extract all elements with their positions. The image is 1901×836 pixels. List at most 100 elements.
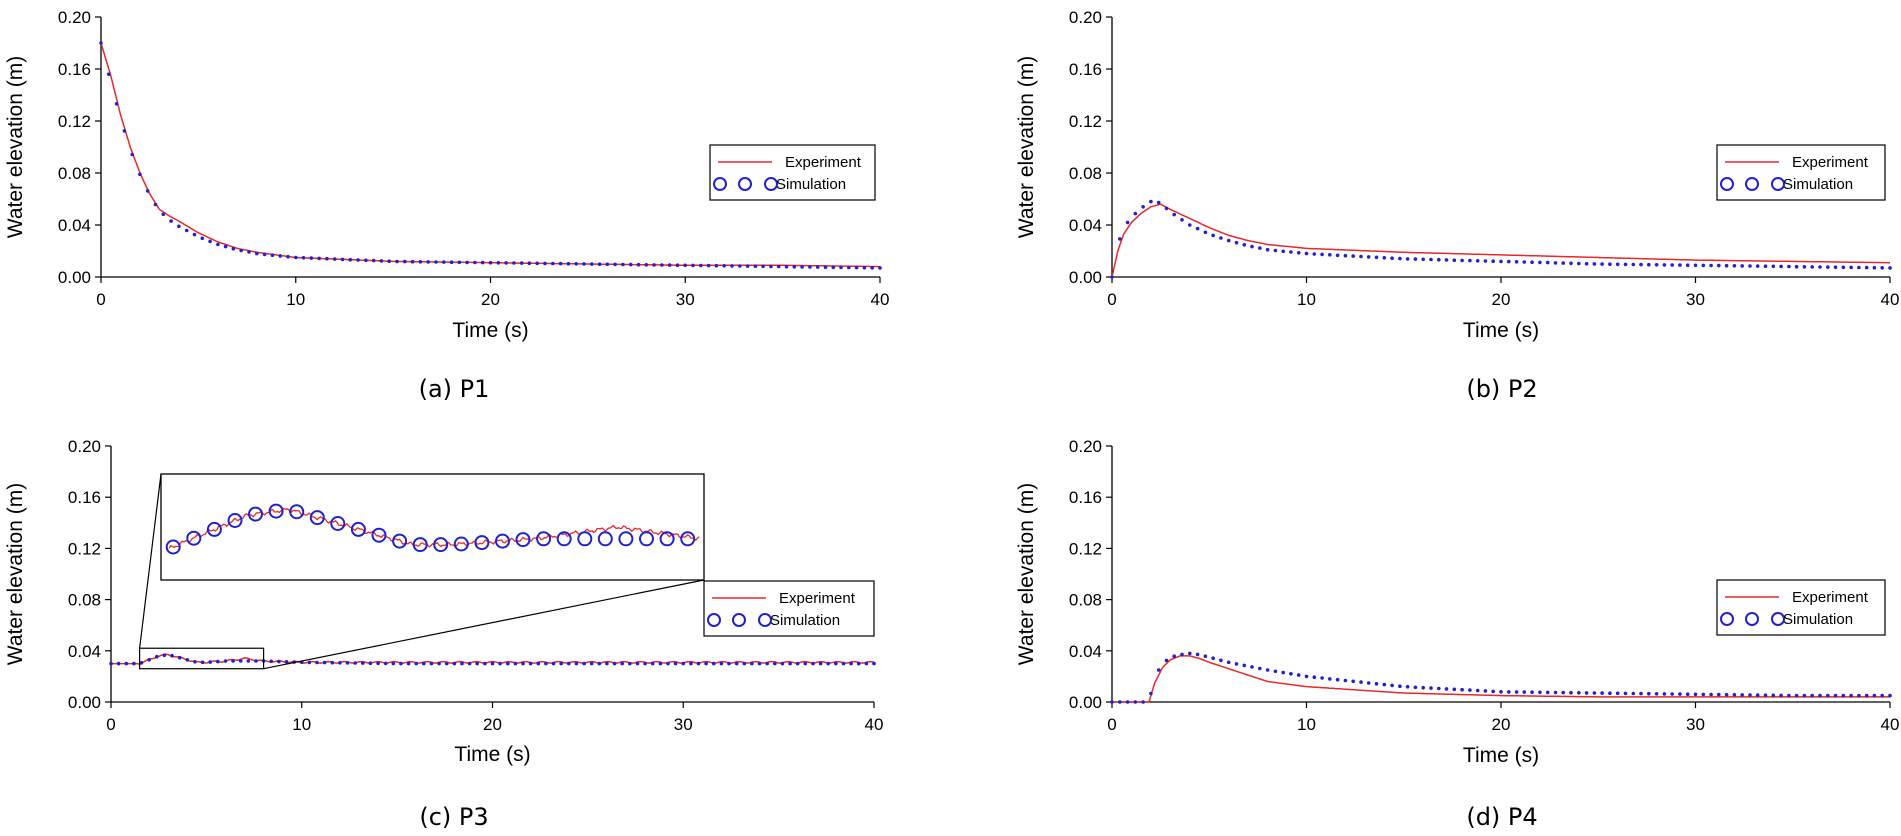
simulation-point <box>437 661 441 666</box>
simulation-point <box>449 260 454 265</box>
simulation-point <box>294 255 298 260</box>
simulation-point <box>1483 689 1488 693</box>
simulation-point <box>1328 677 1332 681</box>
inset-simulation-point <box>474 535 490 551</box>
simulation-markers <box>109 653 876 666</box>
x-tick-label: 30 <box>1686 290 1705 309</box>
simulation-point <box>803 661 808 666</box>
x-tick-label: 40 <box>865 715 884 734</box>
simulation-point <box>1382 255 1387 260</box>
simulation-point <box>238 659 243 663</box>
simulation-point <box>635 661 640 666</box>
simulation-point <box>1328 253 1332 257</box>
panel-2: 0.00 0.04 0.08 0.12 0.16 0.20 0 10 20 30 40 Time (s… <box>1015 8 1899 403</box>
simulation-point <box>1281 670 1285 675</box>
simulation-point <box>1141 700 1145 704</box>
simulation-point <box>376 661 380 666</box>
legend-experiment-label: Experiment <box>1792 154 1869 171</box>
inset-simulation-point <box>206 521 222 537</box>
simulation-point <box>1444 687 1449 691</box>
simulation-point <box>757 661 762 666</box>
simulation-point <box>1818 693 1822 698</box>
simulation-point <box>811 661 815 666</box>
simulation-point <box>345 661 350 665</box>
simulation-point <box>1779 264 1783 269</box>
simulation-point <box>1608 691 1612 695</box>
simulation-point <box>1468 258 1472 263</box>
panel-caption: (d) P4 <box>1466 803 1537 831</box>
inset-simulation-point <box>515 532 531 548</box>
simulation-point <box>361 661 365 665</box>
simulation-point <box>878 266 882 270</box>
simulation-point <box>1717 692 1721 697</box>
simulation-point <box>1740 264 1744 268</box>
simulation-point <box>223 659 228 663</box>
simulation-point <box>1491 259 1495 264</box>
legend-simulation-swatch <box>707 613 721 627</box>
panel-1: 0.00 0.04 0.08 0.12 0.16 0.20 0 10 20 30 40 Time (s… <box>4 8 889 403</box>
simulation-point <box>753 264 758 269</box>
legend: Experiment Simulation <box>703 580 875 637</box>
simulation-point <box>589 661 594 666</box>
simulation-point <box>666 661 670 666</box>
inset-simulation-point <box>268 503 284 519</box>
simulation-point <box>371 258 376 263</box>
simulation-point <box>745 264 750 268</box>
panel-3: 0.00 0.04 0.08 0.12 0.16 0.20 0 10 20 30 40 Time (s… <box>4 437 883 831</box>
x-tick-label: 20 <box>1492 715 1511 734</box>
simulation-point <box>340 257 345 262</box>
simulation-point <box>452 661 457 666</box>
simulation-point <box>383 661 388 666</box>
simulation-point <box>792 265 797 269</box>
x-tick-label: 10 <box>1297 290 1316 309</box>
simulation-point <box>551 661 556 666</box>
simulation-point <box>418 260 423 264</box>
simulation-point <box>1647 691 1651 696</box>
simulation-point <box>1631 691 1636 696</box>
x-tick-label: 20 <box>1492 290 1511 309</box>
simulation-point <box>704 661 708 666</box>
inset-simulation-point <box>556 531 572 547</box>
simulation-point <box>490 661 495 666</box>
legend-box <box>709 144 876 201</box>
simulation-point <box>1320 676 1324 680</box>
simulation-point <box>1398 256 1402 261</box>
simulation-point <box>673 661 678 666</box>
simulation-point <box>1833 693 1838 698</box>
simulation-point <box>1709 692 1713 697</box>
simulation-point <box>1826 265 1830 269</box>
simulation-point <box>1771 693 1776 698</box>
x-tick-label: 0 <box>1107 715 1116 734</box>
simulation-point <box>506 661 510 666</box>
simulation-point <box>605 661 609 666</box>
simulation-point <box>1849 693 1853 698</box>
simulation-point <box>521 661 525 666</box>
simulation-point <box>1343 253 1348 258</box>
simulation-point <box>1647 262 1651 267</box>
legend-simulation-swatch <box>1745 177 1759 191</box>
legend-simulation-label: Simulation <box>1783 176 1853 193</box>
simulation-point <box>831 265 836 270</box>
simulation-point <box>1685 692 1690 696</box>
simulation-point <box>1460 687 1464 692</box>
y-tick-label: 0.04 <box>58 216 91 235</box>
simulation-point <box>1203 230 1208 235</box>
simulation-point <box>247 250 251 254</box>
simulation-point <box>1748 693 1752 697</box>
simulation-point <box>1538 260 1542 265</box>
simulation-point <box>1670 263 1674 267</box>
simulation-point <box>628 661 632 666</box>
simulation-point <box>1359 680 1363 684</box>
simulation-point <box>1343 678 1348 683</box>
simulation-point <box>200 236 205 241</box>
simulation-markers <box>1110 651 1892 704</box>
simulation-point <box>239 248 243 253</box>
inset-simulation-point <box>577 531 593 547</box>
simulation-point <box>1600 262 1604 266</box>
simulation-point <box>558 261 563 266</box>
simulation-point <box>278 254 283 258</box>
simulation-point <box>683 263 687 268</box>
simulation-point <box>1374 682 1379 686</box>
inset <box>139 473 705 670</box>
simulation-point <box>177 224 181 229</box>
